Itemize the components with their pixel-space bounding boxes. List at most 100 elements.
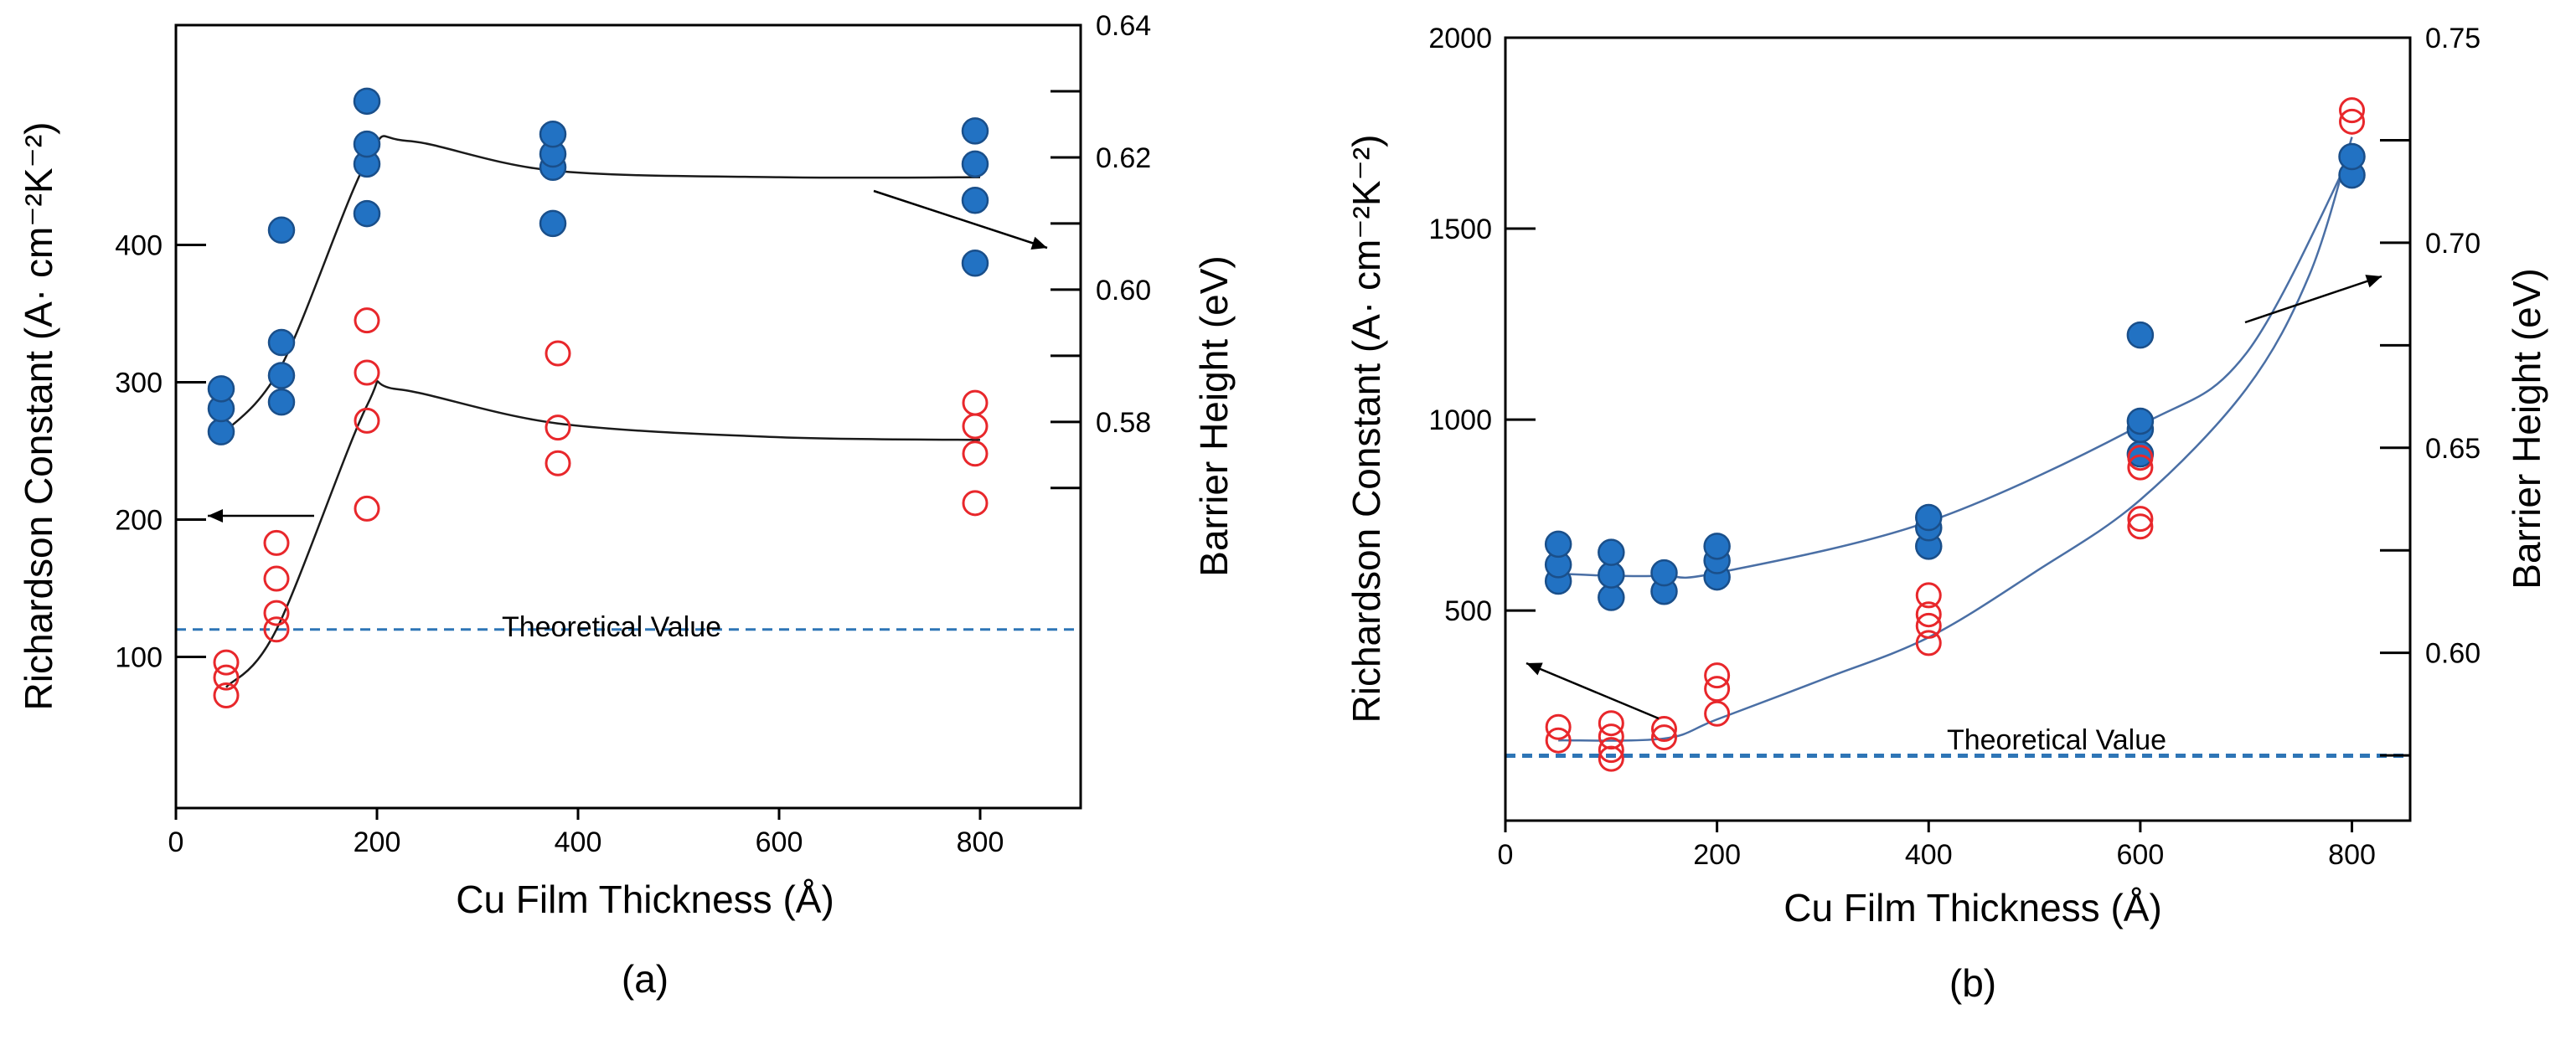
y-right-tick-label: 0.75: [2425, 23, 2480, 54]
barrier-height-point: [1703, 533, 1731, 560]
x-tick-label: 400: [555, 826, 602, 858]
y-right-tick-label: 0.60: [2425, 638, 2480, 670]
richardson-point: [213, 649, 240, 676]
y-left-tick-label: 1000: [1428, 404, 1492, 436]
richardson-point: [1704, 676, 1731, 703]
richardson-point: [354, 495, 380, 522]
y-left-tick-label: 300: [115, 367, 163, 399]
x-tick-label: 0: [168, 826, 184, 858]
richardson-point: [1915, 601, 1942, 628]
barrier-height-point: [207, 418, 235, 445]
x-axis-title: Cu Film Thickness (Å): [456, 878, 834, 921]
panel-a: Theoretical Value 0 200 400 600 800 100 200 300…: [17, 10, 1236, 1001]
richardson-point: [263, 529, 290, 556]
richardson-point: [1704, 700, 1731, 727]
y-right-axis-title: Barrier Height (eV): [1192, 255, 1236, 576]
richardson-point: [2127, 454, 2154, 481]
barrier-height-point: [539, 121, 567, 148]
richardson-point: [213, 664, 240, 691]
y-right-axis-title: Barrier Height (eV): [2505, 268, 2548, 589]
richardson-point: [545, 414, 571, 441]
barrier-height-fit-line: [220, 135, 981, 436]
y-left-tick-label: 400: [115, 229, 163, 261]
x-tick-label: 400: [1905, 839, 1953, 871]
x-tick-label: 200: [1693, 839, 1741, 871]
y-right-tick-label: 0.58: [1096, 407, 1151, 439]
barrier-height-point: [1598, 584, 1625, 611]
barrier-height-point: [353, 199, 381, 228]
panel-b: Theoretical Value 0 200 400 600 800 500 1000 15…: [1345, 23, 2548, 1005]
right-axis-arrow: [2244, 275, 2382, 324]
barrier-height-point: [2126, 407, 2155, 435]
barrier-height-point: [207, 375, 235, 403]
arrowhead-icon: [1030, 236, 1047, 250]
barrier-height-point: [353, 130, 381, 158]
barrier-height-point: [1915, 503, 1943, 532]
richardson-point: [1915, 582, 1942, 609]
barrier-height-fit-line: [1558, 152, 2353, 579]
right-axis-arrow: [873, 189, 1048, 250]
richardson-point: [1650, 724, 1677, 751]
barrier-height-point: [961, 117, 989, 145]
panel-label: (b): [1949, 961, 1996, 1005]
arrowhead-icon: [208, 509, 223, 523]
barrier-height-point: [961, 150, 989, 178]
y-right-tick-label: 0.65: [2425, 433, 2480, 465]
x-axis-title: Cu Film Thickness (Å): [1784, 886, 2162, 929]
y-right-tick-label: 0.70: [2425, 228, 2480, 260]
y-left-axis-title: Richardson Constant (A· cm⁻²K⁻²): [1345, 135, 1388, 723]
barrier-height-point: [961, 187, 989, 214]
barrier-height-point: [353, 87, 381, 116]
richardson-point: [263, 616, 290, 643]
richardson-point: [2127, 445, 2154, 471]
richardson-point: [962, 440, 989, 467]
x-tick-label: 600: [756, 826, 803, 858]
richardson-point: [213, 682, 240, 708]
theoretical-value-label: Theoretical Value: [1947, 724, 2166, 756]
arrowhead-icon: [1526, 662, 1543, 676]
x-tick-label: 800: [2328, 839, 2376, 871]
barrier-height-point: [2126, 321, 2155, 349]
richardson-point: [1598, 745, 1624, 772]
richardson-point: [545, 340, 571, 367]
richardson-point: [1915, 612, 1942, 639]
richardson-point: [354, 407, 380, 434]
richardson-point: [1598, 723, 1624, 750]
barrier-height-point: [267, 362, 296, 389]
left-axis-arrow: [1525, 662, 1660, 720]
x-tick-label: 600: [2117, 839, 2165, 871]
richardson-fit-line: [1558, 136, 2353, 742]
barrier-height-point: [2338, 142, 2366, 171]
richardson-point: [545, 450, 571, 476]
richardson-fit-line: [225, 380, 981, 688]
richardson-point: [1545, 727, 1572, 754]
richardson-point: [263, 565, 290, 592]
richardson-point: [1915, 630, 1942, 656]
y-left-tick-label: 2000: [1428, 23, 1492, 54]
theoretical-value-label: Theoretical Value: [502, 611, 721, 643]
barrier-height-point: [1598, 538, 1625, 566]
richardson-point: [1650, 716, 1677, 743]
richardson-point: [354, 307, 380, 334]
barrier-height-point: [267, 388, 296, 416]
barrier-height-point: [961, 250, 989, 277]
richardson-point: [1598, 737, 1624, 764]
richardson-point: [354, 359, 380, 386]
richardson-point: [962, 490, 989, 517]
x-tick-label: 200: [354, 826, 401, 858]
x-tick-label: 800: [957, 826, 1004, 858]
y-left-tick-label: 100: [115, 642, 163, 674]
plot-frame: [174, 23, 1082, 810]
y-right-tick-label: 0.60: [1096, 275, 1151, 306]
y-right-tick-label: 0.62: [1096, 142, 1151, 174]
barrier-height-point: [539, 209, 567, 238]
plot-frame: [1504, 36, 2412, 822]
x-tick-label: 0: [1498, 839, 1514, 871]
richardson-point: [2127, 506, 2154, 533]
richardson-point: [2127, 513, 2154, 540]
y-left-axis-title: Richardson Constant (A· cm⁻²K⁻²): [17, 122, 60, 711]
barrier-height-point: [1544, 530, 1572, 559]
y-right-tick-label: 0.64: [1096, 10, 1151, 42]
richardson-point: [962, 413, 989, 440]
